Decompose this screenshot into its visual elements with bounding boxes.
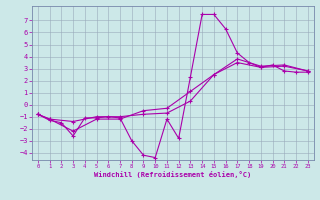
X-axis label: Windchill (Refroidissement éolien,°C): Windchill (Refroidissement éolien,°C): [94, 171, 252, 178]
